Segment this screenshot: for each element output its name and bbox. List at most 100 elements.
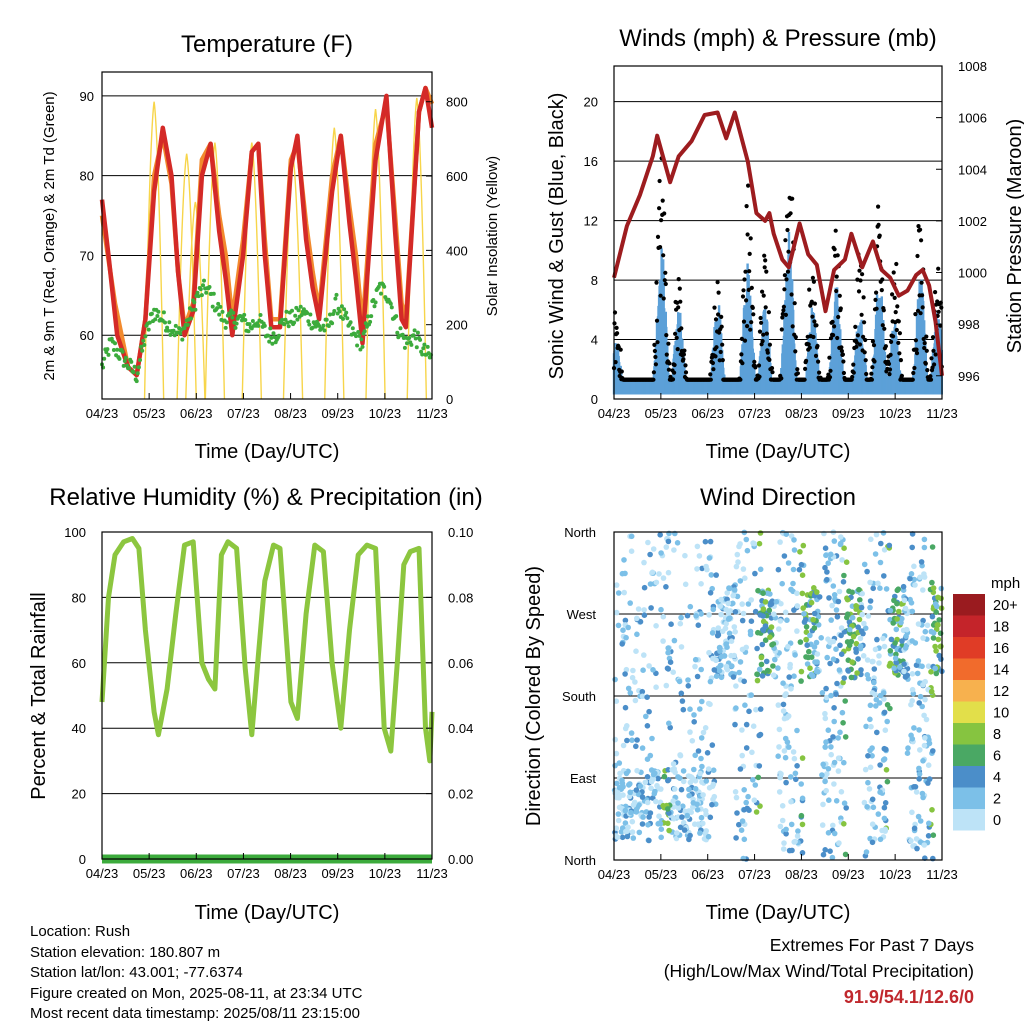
direction-point — [709, 801, 715, 808]
direction-point — [887, 607, 894, 614]
gust-point — [782, 287, 787, 292]
gust-point — [739, 352, 744, 357]
direction-point — [863, 849, 870, 855]
gust-point — [654, 318, 660, 323]
y2-tick-label: 1004 — [958, 162, 987, 177]
gust-point — [759, 342, 764, 347]
direction-point — [882, 727, 889, 733]
direction-point — [690, 804, 696, 810]
dewpoint-point — [210, 304, 215, 309]
direction-point — [634, 767, 640, 774]
direction-point — [614, 834, 621, 840]
direction-point — [680, 803, 686, 809]
direction-point — [844, 611, 851, 617]
direction-point — [785, 713, 792, 719]
dewpoint-point — [185, 322, 190, 327]
direction-point — [862, 766, 869, 773]
direction-point — [842, 851, 849, 858]
direction-point — [625, 624, 631, 631]
direction-point — [657, 532, 663, 538]
direction-point — [800, 605, 806, 611]
direction-point — [622, 704, 629, 711]
dewpoint-point — [149, 311, 154, 316]
direction-point — [904, 672, 911, 679]
y-tick-label: 60 — [72, 656, 86, 671]
direction-point — [737, 578, 744, 584]
gust-point — [720, 358, 725, 363]
direction-point — [877, 585, 883, 591]
temperature-chart: Temperature (F) 60 70 80 90 0 200 400 600 800 04/… — [41, 31, 501, 463]
direction-point — [830, 638, 837, 645]
direction-point — [742, 702, 748, 708]
direction-point — [837, 729, 843, 736]
direction-point — [881, 815, 888, 822]
direction-point — [739, 727, 745, 733]
dewpoint-point — [284, 309, 289, 314]
direction-point — [743, 721, 750, 728]
dewpoint-point — [201, 283, 205, 288]
dewpoint-point — [420, 352, 425, 357]
direction-point — [752, 608, 759, 615]
direction-point — [663, 544, 670, 550]
legend-swatch — [953, 787, 985, 809]
dewpoint-point — [407, 336, 412, 340]
dewpoint-point — [360, 344, 365, 349]
direction-point — [849, 614, 856, 621]
legend-label: 8 — [993, 727, 1001, 743]
direction-point — [702, 725, 709, 731]
gust-point — [720, 342, 725, 347]
gust-point — [747, 251, 752, 256]
direction-point — [874, 636, 880, 643]
direction-point — [697, 770, 703, 777]
direction-point — [822, 545, 829, 551]
direction-point — [797, 549, 803, 555]
direction-point — [737, 659, 744, 665]
gust-point — [911, 370, 916, 376]
dewpoint-point — [282, 322, 287, 327]
gust-point — [664, 333, 669, 338]
direction-point — [920, 635, 926, 641]
gust-point — [795, 371, 801, 376]
direction-point — [641, 607, 647, 613]
direction-point — [795, 828, 801, 834]
direction-point — [837, 642, 843, 649]
direction-plot-frame — [613, 531, 943, 861]
y2-tick-label: 1002 — [958, 214, 987, 229]
y2-tick-label: 0.00 — [448, 852, 473, 867]
gust-point — [672, 370, 677, 375]
direction-point — [822, 564, 828, 571]
direction-point — [819, 690, 826, 696]
direction-point — [735, 559, 741, 565]
dewpoint-point — [220, 309, 225, 314]
direction-point — [624, 723, 630, 729]
dewpoint-point — [139, 344, 144, 349]
direction-point — [685, 683, 692, 689]
gust-point — [748, 236, 753, 241]
direction-point — [756, 732, 762, 739]
direction-point — [831, 781, 837, 787]
direction-point — [665, 806, 671, 812]
direction-point — [823, 694, 830, 701]
direction-point — [791, 547, 798, 553]
direction-point — [634, 631, 640, 638]
gust-point — [856, 289, 862, 294]
dewpoint-point — [168, 332, 173, 337]
direction-point — [619, 834, 626, 841]
direction-point — [771, 611, 777, 617]
direction-point — [828, 617, 834, 623]
gust-point — [836, 314, 841, 320]
y2-tick-label: 400 — [446, 243, 468, 258]
direction-point — [776, 626, 782, 632]
gust-point — [760, 289, 765, 294]
dewpoint-point — [189, 316, 193, 321]
direction-point — [629, 829, 636, 835]
direction-point — [909, 736, 916, 742]
direction-point — [825, 727, 832, 733]
gust-point — [859, 312, 864, 317]
direction-point — [845, 668, 852, 674]
y-tick-label: 40 — [72, 721, 86, 736]
direction-point — [935, 636, 942, 643]
dewpoint-point — [231, 310, 236, 315]
temperature-plot-frame — [101, 71, 433, 400]
direction-point — [702, 538, 709, 545]
